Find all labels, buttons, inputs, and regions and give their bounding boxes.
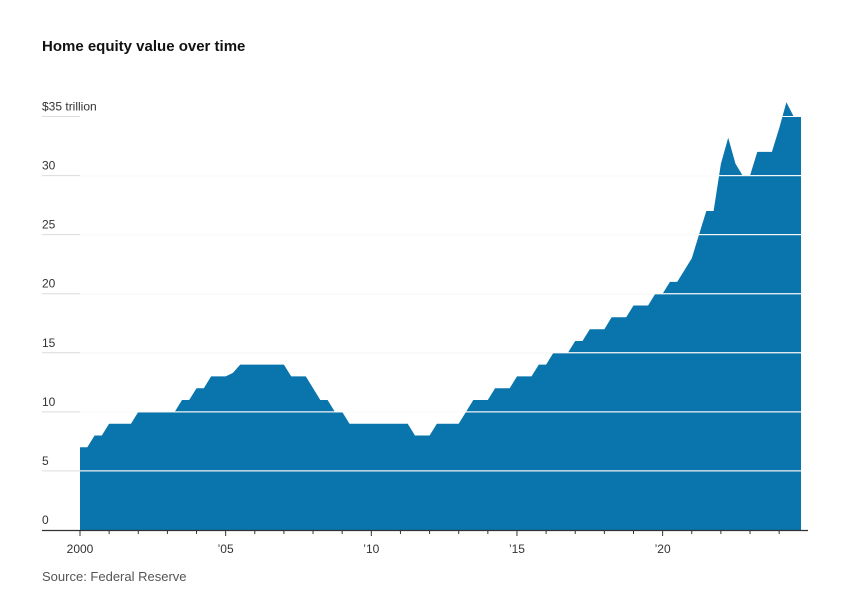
x-tick-label-0: 2000 <box>67 542 94 556</box>
y-tick-label-4: 20 <box>42 277 56 291</box>
y-tick-label-6: 30 <box>42 159 56 173</box>
y-tick-label-3: 15 <box>42 336 56 350</box>
y-tick-label-5: 25 <box>42 218 56 232</box>
source-note: Source: Federal Reserve <box>42 569 187 584</box>
x-tick-label-3: ’15 <box>509 542 525 556</box>
y-tick-label-1: 5 <box>42 454 49 468</box>
x-tick-label-4: ’20 <box>655 542 671 556</box>
y-tick-label-7: $35 trillion <box>42 100 97 114</box>
x-tick-label-2: ’10 <box>363 542 379 556</box>
y-tick-label-2: 10 <box>42 395 56 409</box>
y-tick-label-0: 0 <box>42 513 49 527</box>
area-series-0 <box>80 102 801 531</box>
x-tick-label-1: ’05 <box>218 542 234 556</box>
chart-title: Home equity value over time <box>42 38 246 55</box>
